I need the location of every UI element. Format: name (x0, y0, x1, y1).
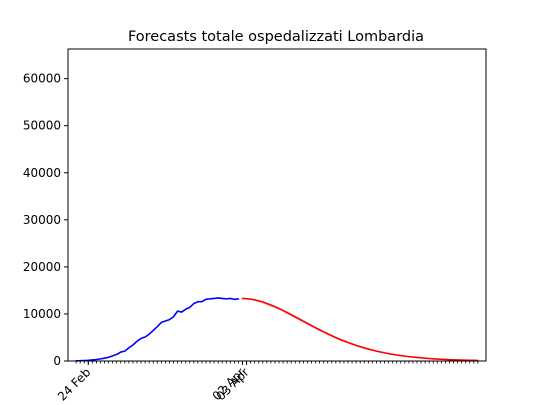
y-tick-label: 0 (53, 354, 61, 368)
plot-frame (67, 48, 487, 362)
y-tick-label: 60000 (23, 72, 61, 86)
y-tick-label: 40000 (23, 166, 61, 180)
series-layer (75, 297, 479, 362)
y-tick-label: 30000 (23, 213, 61, 227)
uncertainty-band-layer (242, 298, 478, 361)
y-tick-label: 20000 (23, 260, 61, 274)
x-tick-label: 24 Feb (55, 365, 93, 403)
y-tick-label: 10000 (23, 307, 61, 321)
uncertainty-band (242, 298, 478, 361)
chart-title: Forecasts totale ospedalizzati Lombardia (128, 29, 424, 45)
series-line-2 (241, 297, 479, 362)
series-line-1 (75, 297, 240, 362)
y-tick-label: 50000 (23, 119, 61, 133)
